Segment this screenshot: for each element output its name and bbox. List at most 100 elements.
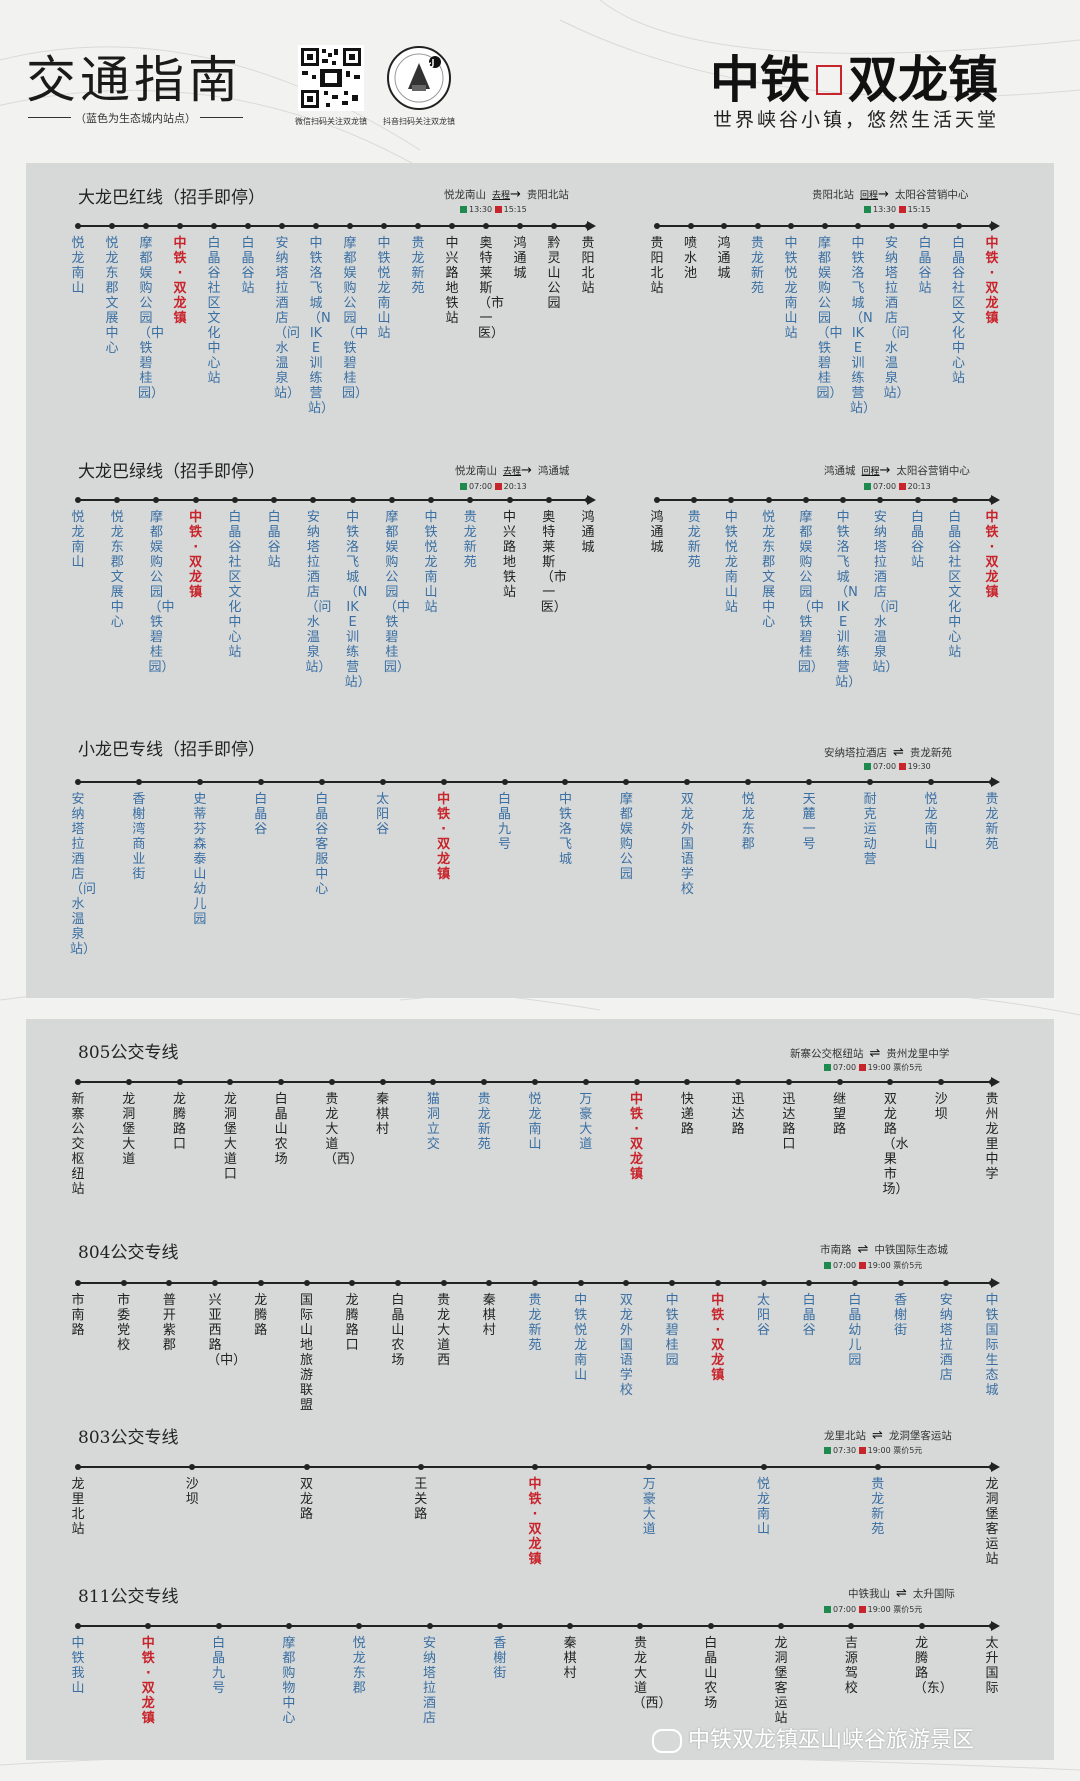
station-label[interactable]: 中铁·双龙镇	[173, 236, 187, 326]
station-label[interactable]: 摩都娱购公园（中铁碧桂园）	[342, 236, 369, 401]
station-label[interactable]: 双龙路（水果市场）	[882, 1092, 909, 1197]
station-label[interactable]: 中铁·双龙镇	[437, 792, 451, 882]
station-label[interactable]: 龙腾路（东）	[913, 1636, 953, 1696]
station-label[interactable]: 摩都娱购公园（中铁碧桂园）	[138, 236, 165, 401]
station-label[interactable]: 万豪大道	[579, 1092, 593, 1152]
station-label[interactable]: 中铁洛飞城（NIKE训练营站）	[850, 236, 877, 416]
station-label[interactable]: 贵龙大道西	[437, 1293, 451, 1368]
station-label[interactable]: 贵龙新苑	[750, 236, 764, 296]
station-label[interactable]: 中铁我山	[71, 1636, 85, 1696]
station-label[interactable]: 普开紫郡	[162, 1293, 176, 1353]
station-label[interactable]: 快递路	[680, 1092, 694, 1137]
station-label[interactable]: 贵龙大道（西）	[323, 1092, 363, 1167]
station-label[interactable]: 龙洞堡大道	[122, 1092, 136, 1167]
station-label[interactable]: 摩都娱购公园	[619, 792, 633, 882]
station-label[interactable]: 白晶谷	[802, 1293, 816, 1338]
station-label[interactable]: 安纳塔拉酒店（问水温泉站）	[883, 236, 910, 401]
station-label[interactable]: 万豪大道	[642, 1477, 656, 1537]
station-label[interactable]: 双龙外国语学校	[619, 1293, 633, 1398]
station-label[interactable]: 新寨公交枢纽站	[71, 1092, 85, 1197]
station-label[interactable]: 白晶幼儿园	[848, 1293, 862, 1368]
station-label[interactable]: 白晶谷站	[267, 510, 281, 570]
station-label[interactable]: 中铁悦龙南山站	[784, 236, 798, 341]
station-label[interactable]: 中铁·双龙镇	[985, 236, 999, 326]
qr-code-icon[interactable]	[298, 45, 364, 111]
station-label[interactable]: 悦龙东郡	[741, 792, 755, 852]
station-label[interactable]: 摩都娱购公园（中铁碧桂园）	[148, 510, 175, 675]
station-label[interactable]: 摩都购物中心	[282, 1636, 296, 1726]
station-label[interactable]: 白晶谷站	[911, 510, 925, 570]
station-label[interactable]: 龙洞堡大道口	[223, 1092, 237, 1182]
station-label[interactable]: 秦棋村	[376, 1092, 390, 1137]
station-label[interactable]: 安纳塔拉酒店（问水温泉站）	[872, 510, 899, 675]
station-label[interactable]: 龙洞堡客运站	[985, 1477, 999, 1567]
station-label[interactable]: 贵龙大道（西）	[632, 1636, 672, 1711]
station-label[interactable]: 悦龙南山	[71, 236, 85, 296]
station-label[interactable]: 继望路	[833, 1092, 847, 1137]
station-label[interactable]: 中兴路地铁站	[503, 510, 517, 600]
station-label[interactable]: 贵龙新苑	[985, 792, 999, 852]
station-label[interactable]: 香榭街	[493, 1636, 507, 1681]
station-label[interactable]: 迅达路口	[782, 1092, 796, 1152]
station-label[interactable]: 中铁悦龙南山站	[377, 236, 391, 341]
station-label[interactable]: 安纳塔拉酒店	[423, 1636, 437, 1726]
station-label[interactable]: 白晶谷站	[241, 236, 255, 296]
station-label[interactable]: 黔灵山公园	[547, 236, 561, 311]
station-label[interactable]: 白晶山农场	[391, 1293, 405, 1368]
station-label[interactable]: 中铁·双龙镇	[189, 510, 203, 600]
station-label[interactable]: 鸿通城	[581, 510, 595, 555]
station-label[interactable]: 贵龙新苑	[528, 1293, 542, 1353]
station-label[interactable]: 香榭湾商业街	[132, 792, 146, 882]
station-label[interactable]: 双龙外国语学校	[680, 792, 694, 897]
station-label[interactable]: 王关路	[414, 1477, 428, 1522]
station-label[interactable]: 中铁·双龙镇	[630, 1092, 644, 1182]
station-label[interactable]: 中铁悦龙南山	[574, 1293, 588, 1383]
station-label[interactable]: 太阳谷	[756, 1293, 770, 1338]
station-label[interactable]: 白晶谷社区文化中心站	[951, 236, 965, 386]
station-label[interactable]: 贵龙新苑	[687, 510, 701, 570]
station-label[interactable]: 喷水池	[683, 236, 697, 281]
station-label[interactable]: 白晶谷	[254, 792, 268, 837]
station-label[interactable]: 天麓一号	[802, 792, 816, 852]
station-label[interactable]: 白晶谷社区文化中心站	[207, 236, 221, 386]
station-label[interactable]: 猫洞立交	[426, 1092, 440, 1152]
station-label[interactable]: 太阳谷	[376, 792, 390, 837]
station-label[interactable]: 龙里北站	[71, 1477, 85, 1537]
station-label[interactable]: 中铁国际生态城	[985, 1293, 999, 1398]
station-label[interactable]: 安纳塔拉酒店（问水温泉站）	[70, 792, 97, 957]
station-label[interactable]: 史蒂芬森泰山幼儿园	[193, 792, 207, 927]
station-label[interactable]: 兴亚西路（中）	[207, 1293, 247, 1368]
station-label[interactable]: 中铁·双龙镇	[711, 1293, 725, 1383]
station-label[interactable]: 中铁悦龙南山站	[424, 510, 438, 615]
station-label[interactable]: 贵阳北站	[650, 236, 664, 296]
station-label[interactable]: 贵龙新苑	[463, 510, 477, 570]
station-label[interactable]: 安纳塔拉酒店	[939, 1293, 953, 1383]
station-label[interactable]: 市南路	[71, 1293, 85, 1338]
station-label[interactable]: 悦龙南山	[71, 510, 85, 570]
station-label[interactable]: 白晶谷站	[918, 236, 932, 296]
station-label[interactable]: 贵龙新苑	[871, 1477, 885, 1537]
station-label[interactable]: 沙坝	[934, 1092, 948, 1122]
station-label[interactable]: 市委党校	[117, 1293, 131, 1353]
station-label[interactable]: 摩都娱购公园（中铁碧桂园）	[383, 510, 410, 675]
station-label[interactable]: 中兴路地铁站	[445, 236, 459, 326]
station-label[interactable]: 悦龙南山	[756, 1477, 770, 1537]
station-label[interactable]: 贵州龙里中学	[985, 1092, 999, 1182]
station-label[interactable]: 鸿通城	[717, 236, 731, 281]
station-label[interactable]: 悦龙东郡文展中心	[105, 236, 119, 356]
station-label[interactable]: 白晶九号	[498, 792, 512, 852]
station-label[interactable]: 奥特莱斯（市一医）	[478, 236, 505, 341]
station-label[interactable]: 鸿通城	[513, 236, 527, 281]
station-label[interactable]: 中铁·双龙镇	[528, 1477, 542, 1567]
station-label[interactable]: 白晶九号	[212, 1636, 226, 1696]
station-label[interactable]: 龙腾路口	[345, 1293, 359, 1353]
station-label[interactable]: 白晶谷客服中心	[315, 792, 329, 897]
station-label[interactable]: 摩都娱购公园（中铁碧桂园）	[797, 510, 824, 675]
station-label[interactable]: 悦龙南山	[924, 792, 938, 852]
station-label[interactable]: 中铁洛飞城（NIKE训练营站）	[344, 510, 371, 690]
station-label[interactable]: 安纳塔拉酒店（问水温泉站）	[305, 510, 332, 675]
station-label[interactable]: 中铁·双龙镇	[985, 510, 999, 600]
station-label[interactable]: 中铁洛飞城（NIKE训练营站）	[308, 236, 335, 416]
station-label[interactable]: 迅达路	[731, 1092, 745, 1137]
station-label[interactable]: 龙洞堡客运站	[774, 1636, 788, 1726]
